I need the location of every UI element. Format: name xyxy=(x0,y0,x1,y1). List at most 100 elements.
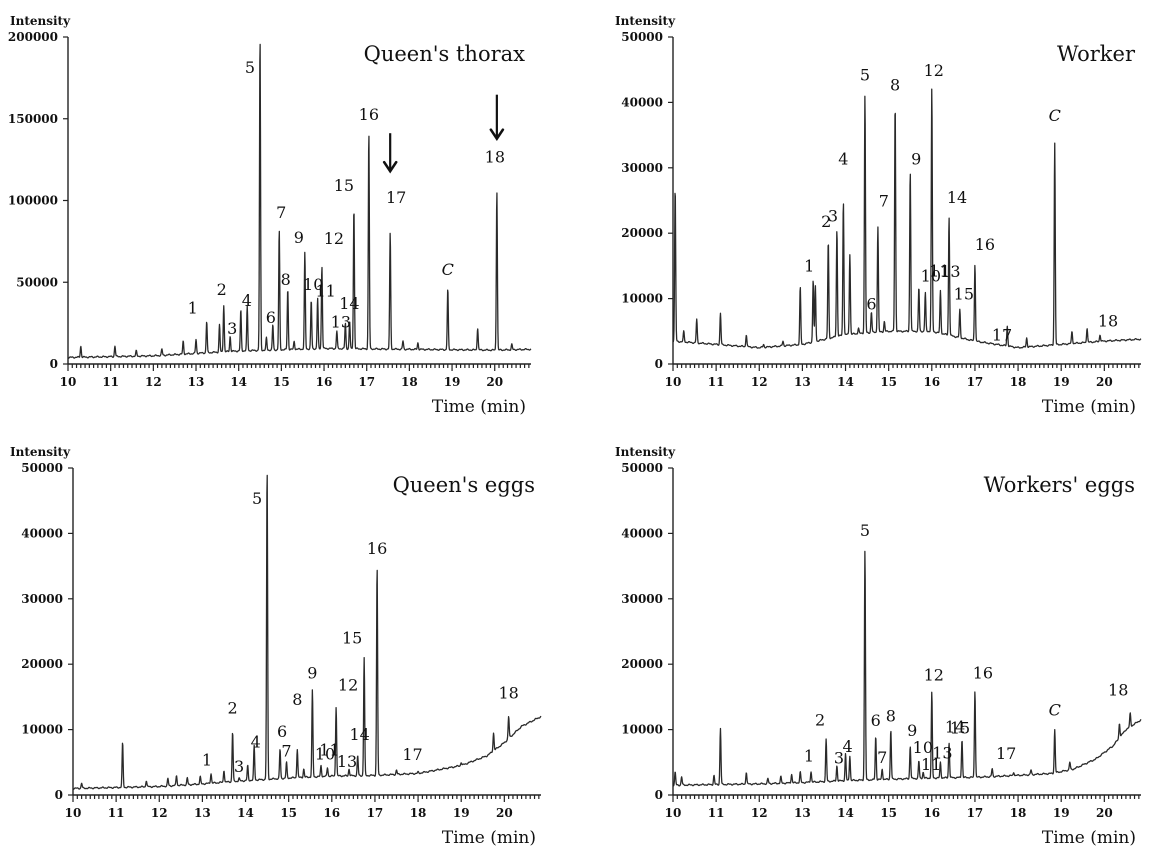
peak-label: 6 xyxy=(871,711,881,730)
peak-label: 10 xyxy=(913,738,933,757)
chromatogram-trace xyxy=(72,474,542,790)
peak-label: 18 xyxy=(485,148,505,167)
x-tick-label: 18 xyxy=(410,806,427,820)
x-tick-label: 17 xyxy=(367,806,384,820)
peak-label: 13 xyxy=(337,752,357,771)
y-tick-label: 50000 xyxy=(621,461,663,475)
peak-label: 18 xyxy=(498,684,518,703)
y-tick-label: 150000 xyxy=(8,112,58,126)
peak-label: 6 xyxy=(266,308,276,327)
peak-label: 7 xyxy=(877,748,887,767)
y-tick-label: 30000 xyxy=(621,592,663,606)
x-tick-label: 15 xyxy=(880,375,897,389)
peak-label: 17 xyxy=(386,188,406,207)
x-tick-label: 12 xyxy=(751,806,768,820)
peak-label: 9 xyxy=(294,228,304,247)
y-tick-label: 30000 xyxy=(21,592,63,606)
peak-label: 13 xyxy=(932,743,952,762)
x-tick-label: 16 xyxy=(923,375,940,389)
peak-label: 18 xyxy=(1098,312,1118,331)
arrow-head-icon xyxy=(382,160,398,174)
x-tick-label: 20 xyxy=(1096,375,1113,389)
panel-title: Workers' eggs xyxy=(984,473,1135,497)
x-tick-label: 10 xyxy=(665,375,682,389)
x-tick-label: 12 xyxy=(151,806,168,820)
peak-label: 16 xyxy=(973,663,993,682)
peak-label: 11 xyxy=(921,755,941,774)
x-tick-label: 14 xyxy=(237,806,254,820)
peak-label: 7 xyxy=(276,203,286,222)
x-tick-label: 13 xyxy=(794,806,811,820)
y-tick-label: 0 xyxy=(655,357,663,371)
y-tick-label: 10000 xyxy=(621,723,663,737)
peak-label: 14 xyxy=(350,725,370,744)
x-tick-label: 13 xyxy=(794,375,811,389)
x-tick-label: 11 xyxy=(108,806,125,820)
x-tick-label: 10 xyxy=(60,375,77,389)
peak-label: 15 xyxy=(954,285,974,304)
x-tick-label: 19 xyxy=(1053,375,1070,389)
panel-queens-eggs: 1234567891011121314151617180100002000030… xyxy=(10,445,542,848)
peak-label: 11 xyxy=(315,282,335,301)
peak-label: 2 xyxy=(815,710,825,729)
chromatogram-trace xyxy=(672,88,1142,349)
peak-label: 5 xyxy=(860,66,870,85)
peak-label: 16 xyxy=(359,105,379,124)
peak-label: 8 xyxy=(890,75,900,94)
x-tick-label: 14 xyxy=(837,375,854,389)
y-tick-label: 40000 xyxy=(21,526,63,540)
x-axis-title: Time (min) xyxy=(442,828,536,848)
x-tick-label: 14 xyxy=(837,806,854,820)
x-tick-label: 16 xyxy=(923,806,940,820)
peak-label: 1 xyxy=(202,750,212,769)
x-axis-title: Time (min) xyxy=(1042,828,1136,848)
peak-label: 11 xyxy=(319,741,339,760)
y-tick-label: 30000 xyxy=(621,161,663,175)
peak-label: 4 xyxy=(242,291,252,310)
y-tick-label: 50000 xyxy=(621,30,663,44)
x-tick-label: 13 xyxy=(194,806,211,820)
peak-label: 6 xyxy=(866,295,876,314)
x-tick-label: 14 xyxy=(230,375,247,389)
x-tick-label: 15 xyxy=(880,806,897,820)
peak-label: 16 xyxy=(975,235,995,254)
x-tick-label: 16 xyxy=(316,375,333,389)
peak-label: C xyxy=(1049,106,1061,125)
y-tick-label: 50000 xyxy=(16,275,58,289)
peak-label: 1 xyxy=(188,298,198,317)
x-tick-label: 10 xyxy=(65,806,82,820)
chromatogram-trace xyxy=(67,43,532,359)
x-tick-label: 12 xyxy=(751,375,768,389)
y-tick-label: 0 xyxy=(55,788,63,802)
peak-label: 4 xyxy=(251,733,261,752)
peak-label: 15 xyxy=(342,629,362,648)
peak-label: 5 xyxy=(252,489,262,508)
peak-label: 5 xyxy=(245,58,255,77)
peak-label: 12 xyxy=(338,676,358,695)
peak-label: 14 xyxy=(339,294,359,313)
peak-label: 7 xyxy=(879,192,889,211)
peak-label: 3 xyxy=(834,749,844,768)
y-tick-label: 20000 xyxy=(621,657,663,671)
y-tick-label: 20000 xyxy=(621,226,663,240)
y-tick-label: 200000 xyxy=(8,30,58,44)
peak-label: 13 xyxy=(940,262,960,281)
peak-label: 16 xyxy=(367,539,387,558)
x-tick-label: 20 xyxy=(486,375,503,389)
x-axis-title: Time (min) xyxy=(1042,397,1136,417)
peak-label: 3 xyxy=(828,206,838,225)
peak-label: 3 xyxy=(227,319,237,338)
peak-label: 12 xyxy=(324,229,344,248)
panel-title: Queen's thorax xyxy=(364,42,526,66)
arrow-head-icon xyxy=(489,128,505,142)
y-tick-label: 10000 xyxy=(621,292,663,306)
peak-label: 8 xyxy=(281,270,291,289)
peak-label: 17 xyxy=(992,325,1012,344)
peak-label: 13 xyxy=(331,312,351,331)
x-tick-label: 20 xyxy=(1096,806,1113,820)
y-tick-label: 10000 xyxy=(21,723,63,737)
x-tick-label: 18 xyxy=(401,375,418,389)
y-tick-label: 20000 xyxy=(21,657,63,671)
y-tick-label: 40000 xyxy=(621,526,663,540)
y-tick-label: 100000 xyxy=(8,194,58,208)
